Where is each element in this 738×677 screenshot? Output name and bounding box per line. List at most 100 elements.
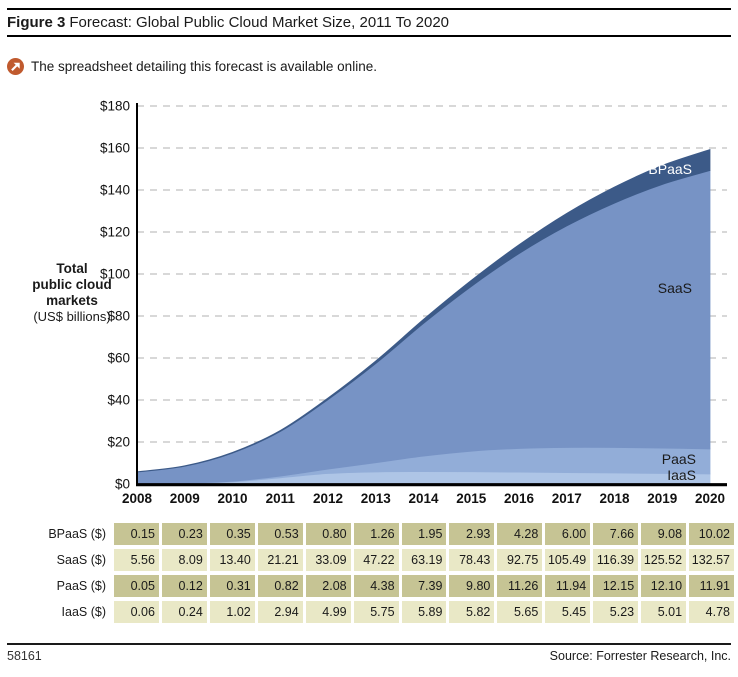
table-cell: 0.35 xyxy=(209,523,255,545)
y-tick-label: $20 xyxy=(107,435,130,450)
table-cell: 5.45 xyxy=(545,601,591,623)
table-cell: 9.08 xyxy=(641,523,687,545)
area-label-iaas: IaaS xyxy=(667,467,696,483)
table-cell: 47.22 xyxy=(353,549,399,571)
table-cell: 33.09 xyxy=(305,549,351,571)
table-cell: 0.80 xyxy=(305,523,351,545)
x-tick-label: 2016 xyxy=(504,491,535,506)
note-text[interactable]: The spreadsheet detailing this forecast … xyxy=(31,59,377,74)
y-tick-label: $0 xyxy=(115,477,130,492)
table-cell: 105.49 xyxy=(545,549,591,571)
table-cell: 7.66 xyxy=(593,523,639,545)
table-cell: 5.89 xyxy=(401,601,447,623)
table-cell: 1.02 xyxy=(209,601,255,623)
y-tick-label: $40 xyxy=(107,393,130,408)
table-cell: 4.28 xyxy=(497,523,543,545)
figure-label: Figure 3 xyxy=(7,14,66,31)
table-cell: 0.31 xyxy=(209,575,255,597)
table-cell: 132.57 xyxy=(689,549,734,571)
table-cell: 12.10 xyxy=(641,575,687,597)
x-tick-label: 2017 xyxy=(552,491,582,506)
table-cell: 2.93 xyxy=(449,523,495,545)
area-label-paas: PaaS xyxy=(661,451,696,467)
table-cell: 4.38 xyxy=(353,575,399,597)
y-axis-title-line: markets xyxy=(46,293,98,308)
table-cell: 13.40 xyxy=(209,549,255,571)
x-tick-label: 2019 xyxy=(647,491,677,506)
x-tick-label: 2008 xyxy=(122,491,153,506)
table-cell: 0.06 xyxy=(114,601,159,623)
y-axis-title: Total public cloud markets (US$ billions… xyxy=(8,261,136,325)
y-tick-label: $60 xyxy=(107,351,130,366)
table-cell: 5.56 xyxy=(114,549,159,571)
top-rule xyxy=(7,8,731,10)
table-cell: 12.15 xyxy=(593,575,639,597)
table-cell: 92.75 xyxy=(497,549,543,571)
table-cell: 5.82 xyxy=(449,601,495,623)
row-label: PaaS ($) xyxy=(56,579,106,593)
y-axis-title-units: (US$ billions) xyxy=(33,309,111,324)
y-tick-label: $160 xyxy=(100,141,130,156)
x-tick-label: 2010 xyxy=(217,491,247,506)
y-tick-label: $120 xyxy=(100,225,130,240)
footer-doc-number: 58161 xyxy=(7,649,42,663)
row-label: SaaS ($) xyxy=(56,553,106,567)
x-tick-label: 2018 xyxy=(599,491,630,506)
figure-title: Figure 3 Forecast: Global Public Cloud Ma… xyxy=(7,14,449,31)
table-cell: 6.00 xyxy=(545,523,591,545)
table-cell: 0.23 xyxy=(161,523,207,545)
online-link-icon[interactable] xyxy=(7,58,24,75)
table-cell: 11.26 xyxy=(497,575,543,597)
table-cell: 0.12 xyxy=(161,575,207,597)
table-cell: 4.99 xyxy=(305,601,351,623)
footer-source: Source: Forrester Research, Inc. xyxy=(549,649,731,663)
table-cell: 4.78 xyxy=(689,601,734,623)
y-tick-label: $100 xyxy=(100,267,130,282)
table-cell: 2.08 xyxy=(305,575,351,597)
row-label: IaaS ($) xyxy=(61,605,106,619)
table-cell: 63.19 xyxy=(401,549,447,571)
data-table: BPaaS ($) 0.15 0.23 0.35 0.53 0.80 1.26 1.95 2.9… xyxy=(0,523,734,623)
stacked-area-chart: $0 $20 $40 $60 $80 $100 $120 $140 $160 $180 2008 20… xyxy=(100,99,727,506)
table-cell: 5.23 xyxy=(593,601,639,623)
area-series-bpaas xyxy=(136,148,711,473)
table-cell: 0.24 xyxy=(161,601,207,623)
table-cell: 8.09 xyxy=(161,549,207,571)
x-tick-label: 2015 xyxy=(456,491,487,506)
table-cell: 2.94 xyxy=(257,601,303,623)
table-cell: 5.65 xyxy=(497,601,543,623)
table-cell: 1.95 xyxy=(401,523,447,545)
footer-rule xyxy=(7,643,731,645)
area-label-saas: SaaS xyxy=(657,280,692,296)
x-tick-label: 2020 xyxy=(695,491,725,506)
x-tick-label: 2014 xyxy=(408,491,439,506)
title-rule xyxy=(7,35,731,37)
table-cell: 0.15 xyxy=(114,523,159,545)
y-axis-title-line: Total xyxy=(56,261,88,276)
area-series-saas xyxy=(136,170,711,485)
y-tick-label: $180 xyxy=(100,99,130,114)
x-tick-label: 2009 xyxy=(170,491,200,506)
figure-title-text: Forecast: Global Public Cloud Market Siz… xyxy=(69,14,450,31)
y-tick-label: $80 xyxy=(107,309,130,324)
availability-note: The spreadsheet detailing this forecast … xyxy=(7,58,377,75)
table-cell: 21.21 xyxy=(257,549,303,571)
y-axis-title-line: public cloud xyxy=(32,277,112,292)
x-tick-label: 2013 xyxy=(361,491,392,506)
table-cell: 78.43 xyxy=(449,549,495,571)
table-cell: 0.53 xyxy=(257,523,303,545)
table-cell: 1.26 xyxy=(353,523,399,545)
table-cell: 116.39 xyxy=(593,549,639,571)
table-cell: 0.82 xyxy=(257,575,303,597)
row-label: BPaaS ($) xyxy=(48,527,106,541)
table-cell: 0.05 xyxy=(114,575,159,597)
table-cell: 5.75 xyxy=(353,601,399,623)
x-tick-label: 2012 xyxy=(313,491,343,506)
y-tick-label: $140 xyxy=(100,183,130,198)
table-cell: 125.52 xyxy=(641,549,687,571)
area-label-bpaas: BPaaS xyxy=(648,161,692,177)
table-cell: 11.91 xyxy=(689,575,734,597)
table-cell: 9.80 xyxy=(449,575,495,597)
table-cell: 5.01 xyxy=(641,601,687,623)
